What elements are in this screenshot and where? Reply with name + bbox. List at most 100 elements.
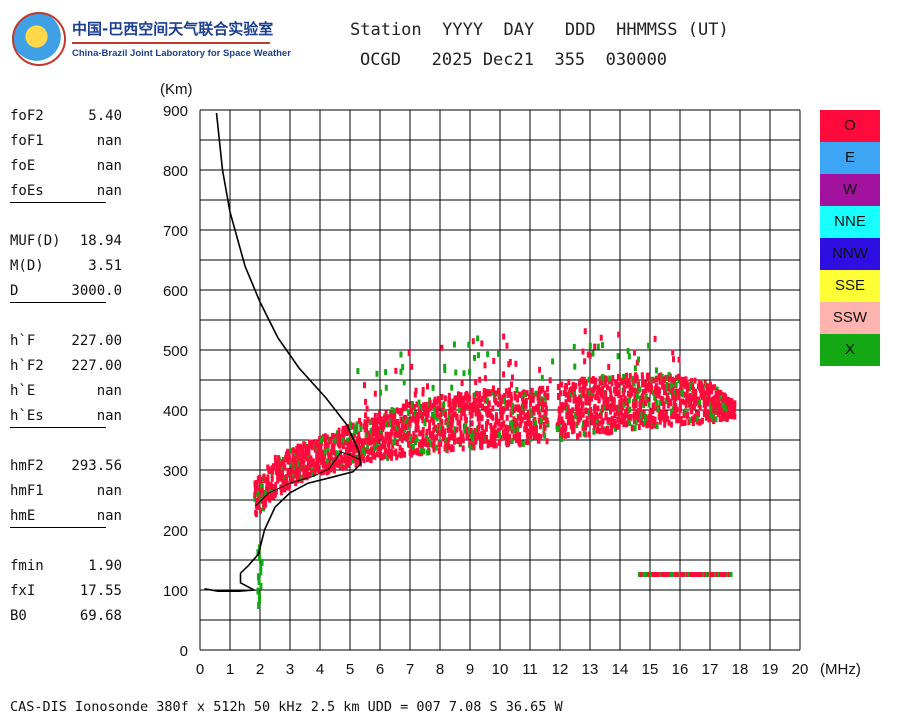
- o-echo-point: [382, 452, 386, 459]
- lab-emblem-icon: [12, 12, 66, 66]
- o-echo-point: [566, 432, 570, 439]
- o-echo-point: [684, 382, 688, 389]
- o-echo-point: [468, 440, 472, 447]
- o-echo-point: [620, 418, 624, 425]
- legend-item-nne: NNE: [820, 206, 880, 238]
- o-echo-point: [418, 441, 422, 448]
- x-echo-point: [688, 417, 692, 424]
- o-echo-point: [507, 425, 511, 432]
- o-echo-point: [541, 403, 545, 410]
- o-echo-point: [509, 401, 513, 408]
- o-echo-point: [324, 460, 328, 467]
- o-echo-point: [420, 430, 424, 437]
- x-echo-point: [546, 420, 550, 427]
- outlier-echo-point: [443, 363, 447, 370]
- o-echo-point: [646, 396, 650, 403]
- o-echo-point: [291, 447, 295, 454]
- o-echo-point: [561, 425, 565, 432]
- o-echo-point: [329, 466, 333, 473]
- o-echo-point: [515, 396, 519, 403]
- o-echo-point: [352, 443, 356, 450]
- o-echo-point: [314, 443, 318, 450]
- parameter-value: 1.90: [88, 558, 122, 574]
- o-echo-point: [567, 379, 571, 386]
- o-echo-point: [669, 421, 673, 428]
- outlier-echo-point: [407, 350, 411, 357]
- o-echo-point: [667, 419, 671, 426]
- o-echo-point: [440, 418, 444, 425]
- parameter-value: nan: [96, 158, 122, 174]
- o-echo-point: [640, 372, 644, 379]
- o-echo-point: [579, 414, 583, 421]
- o-echo-point: [340, 455, 344, 462]
- o-echo-point: [593, 408, 597, 415]
- o-echo-point: [580, 407, 584, 414]
- o-echo-point: [495, 429, 499, 436]
- o-echo-point: [581, 411, 585, 418]
- o-echo-point: [500, 422, 504, 429]
- o-echo-point: [357, 436, 361, 443]
- x-echo-point: [422, 448, 426, 455]
- x-echo-point: [389, 421, 393, 428]
- parameter-separator: [10, 202, 106, 203]
- o-echo-point: [398, 451, 402, 458]
- o-echo-point: [448, 405, 452, 412]
- x-echo-point: [658, 399, 662, 406]
- o-echo-point: [481, 403, 485, 410]
- o-echo-point: [440, 407, 444, 414]
- o-echo-point: [355, 438, 359, 445]
- o-echo-point: [423, 438, 427, 445]
- o-echo-point: [491, 414, 495, 421]
- o-echo-point: [264, 493, 268, 500]
- o-echo-point: [595, 390, 599, 397]
- o-echo-point: [621, 404, 625, 411]
- o-echo-point: [278, 461, 282, 468]
- o-echo-point: [562, 390, 566, 397]
- e-region-echo-point: [259, 568, 263, 576]
- o-echo-point: [410, 445, 414, 452]
- o-echo-point: [260, 487, 264, 494]
- o-echo-point: [526, 414, 530, 421]
- x-echo-point: [667, 372, 671, 379]
- o-echo-point: [527, 420, 531, 427]
- o-echo-point: [472, 397, 476, 404]
- o-echo-point: [316, 466, 320, 473]
- x-echo-point: [533, 420, 537, 427]
- outlier-echo-point: [452, 341, 456, 348]
- x-tick-label: 9: [466, 661, 474, 678]
- outlier-echo-point: [404, 399, 408, 406]
- o-echo-point: [480, 396, 484, 403]
- o-echo-point: [629, 413, 633, 420]
- o-echo-point: [604, 411, 608, 418]
- x-echo-point: [710, 414, 714, 421]
- o-echo-point: [460, 433, 464, 440]
- o-echo-point: [558, 410, 562, 417]
- outlier-echo-point: [476, 352, 480, 359]
- o-echo-point: [591, 376, 595, 383]
- outlier-echo-point: [511, 374, 515, 381]
- o-echo-point: [465, 391, 469, 398]
- o-echo-point: [612, 397, 616, 404]
- o-echo-point: [706, 395, 710, 402]
- x-echo-point: [698, 399, 702, 406]
- o-echo-point: [453, 395, 457, 402]
- o-echo-point: [461, 401, 465, 408]
- o-echo-point: [637, 381, 641, 388]
- o-echo-point: [279, 489, 283, 496]
- x-echo-point: [321, 435, 325, 442]
- o-echo-point: [533, 432, 537, 439]
- o-echo-point: [392, 413, 396, 420]
- o-echo-point: [658, 412, 662, 419]
- o-echo-point: [544, 417, 548, 424]
- lab-logo: 中国-巴西空间天气联合实验室 China-Brazil Joint Labora…: [12, 12, 291, 72]
- o-echo-point: [303, 468, 307, 475]
- x-echo-point: [486, 398, 490, 405]
- x-echo-point: [512, 427, 516, 434]
- x-echo-point: [689, 382, 693, 389]
- o-echo-point: [566, 419, 570, 426]
- o-echo-point: [425, 414, 429, 421]
- o-echo-point: [637, 424, 641, 431]
- o-echo-point: [359, 421, 363, 428]
- x-echo-point: [515, 387, 519, 394]
- o-echo-point: [674, 402, 678, 409]
